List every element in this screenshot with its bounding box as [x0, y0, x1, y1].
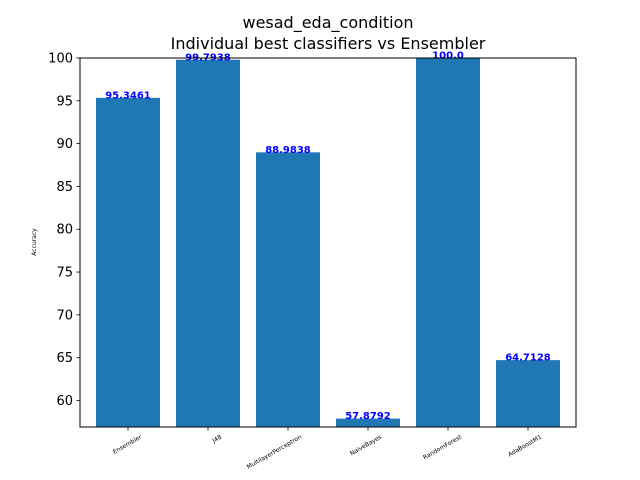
x-tick-label: AdaBoostM1 [507, 434, 543, 459]
y-tick-label: 75 [56, 266, 73, 281]
x-tick-label: NaiveBayes [349, 434, 383, 458]
x-tick-label: RandomForest [422, 433, 464, 461]
plot-frame [79, 57, 577, 428]
y-tick-label: 80 [56, 223, 73, 238]
bar-adaboostm1 [496, 360, 560, 427]
y-axis: 60 65 70 75 80 85 90 95 100 [48, 52, 80, 409]
y-tick-label: 70 [56, 308, 73, 323]
bar-randomforest [416, 58, 480, 427]
y-tick-label: 95 [56, 94, 73, 109]
bar-multilayerperceptron [256, 152, 320, 427]
y-tick-label: 100 [48, 52, 73, 67]
y-tick-label: 65 [56, 351, 73, 366]
data-label: 64.7128 [505, 353, 551, 364]
data-label: 88.9838 [265, 145, 311, 156]
y-tick-label: 85 [56, 180, 73, 195]
y-tick-label: 90 [56, 137, 73, 152]
bar-j48 [176, 59, 240, 428]
x-axis: Ensembler J48 MultilayerPerceptron NaiveBay… [112, 427, 543, 471]
data-label: 57.8792 [345, 411, 391, 422]
bar-naivebayes [336, 418, 400, 427]
data-label: 100.0 [432, 51, 464, 62]
y-tick-label: 60 [56, 394, 73, 409]
x-tick-label: J48 [210, 434, 223, 445]
x-tick-label: Ensembler [112, 433, 144, 455]
bars-group [96, 58, 560, 428]
chart-subtitle: Individual best classifiers vs Ensembler [171, 34, 486, 53]
x-tick-label: MultilayerPerceptron [246, 434, 303, 471]
chart-title: wesad_eda_condition [242, 13, 413, 33]
y-axis-label: Accuracy [31, 228, 38, 256]
bar-ensembler [96, 97, 160, 427]
data-label: 95.3461 [105, 90, 151, 101]
